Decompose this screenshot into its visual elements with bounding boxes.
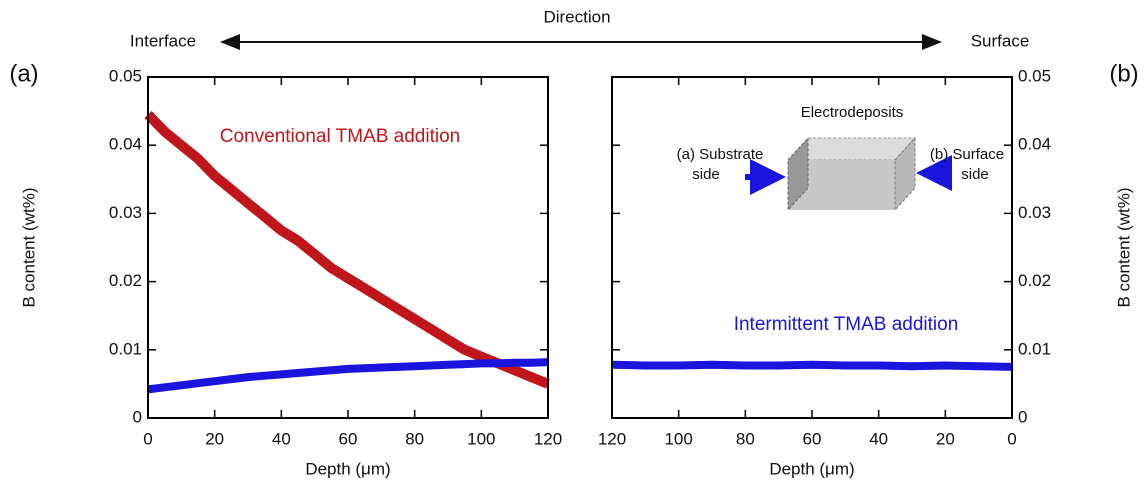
- y-tick-label: 0.02: [1018, 271, 1051, 290]
- x-tick-label: 100: [664, 429, 692, 448]
- panel-label: (b): [1109, 60, 1138, 87]
- annotation: Intermittent TMAB addition: [734, 314, 959, 335]
- y-tick-label: 0.04: [109, 135, 142, 154]
- annotation: Conventional TMAB addition: [220, 126, 460, 147]
- x-tick-label: 20: [936, 429, 955, 448]
- plot-frame: [611, 76, 1013, 419]
- y-tick-label: 0.03: [1018, 203, 1051, 222]
- plot-frame: [147, 76, 549, 419]
- data-line: [144, 111, 550, 389]
- interface-label: Interface: [130, 31, 196, 50]
- x-tick-label: 100: [467, 429, 495, 448]
- data-line: [147, 358, 549, 394]
- x-tick-label: 40: [272, 429, 291, 448]
- y-axis-title: B content (wt%): [19, 188, 38, 308]
- x-tick-label: 80: [405, 429, 424, 448]
- x-tick-label: 60: [803, 429, 822, 448]
- y-tick-label: 0.04: [1018, 135, 1051, 154]
- x-tick-label: 20: [205, 429, 224, 448]
- y-tick-label: 0.01: [1018, 339, 1051, 358]
- inset-label: side: [961, 166, 989, 183]
- y-tick-label: 0.03: [109, 203, 142, 222]
- inset-box: [745, 136, 952, 212]
- x-tick-label: 0: [143, 429, 152, 448]
- surface-label: Surface: [971, 31, 1030, 50]
- y-tick-label: 0.05: [109, 66, 142, 85]
- y-tick-label: 0.05: [1018, 66, 1051, 85]
- x-tick-label: 40: [869, 429, 888, 448]
- x-tick-label: 120: [598, 429, 626, 448]
- x-axis-title: Depth (μm): [769, 459, 854, 478]
- y-tick-label: 0: [133, 407, 142, 426]
- y-axis-title: B content (wt%): [1114, 188, 1133, 308]
- data-line: [611, 360, 1013, 371]
- direction-label: Direction: [543, 7, 610, 26]
- inset-label: (b) Surface: [930, 146, 1004, 163]
- inset-title: Electrodeposits: [801, 104, 904, 121]
- x-axis-title: Depth (μm): [305, 459, 390, 478]
- y-tick-label: 0.01: [109, 339, 142, 358]
- x-tick-label: 0: [1007, 429, 1016, 448]
- y-tick-label: 0: [1018, 407, 1027, 426]
- inset-label: (a) Substrate: [677, 146, 764, 163]
- x-tick-label: 60: [339, 429, 358, 448]
- x-tick-label: 120: [534, 429, 562, 448]
- x-tick-label: 80: [736, 429, 755, 448]
- panel-label: (a): [9, 60, 38, 87]
- y-tick-label: 0.02: [109, 271, 142, 290]
- inset-label: side: [692, 166, 720, 183]
